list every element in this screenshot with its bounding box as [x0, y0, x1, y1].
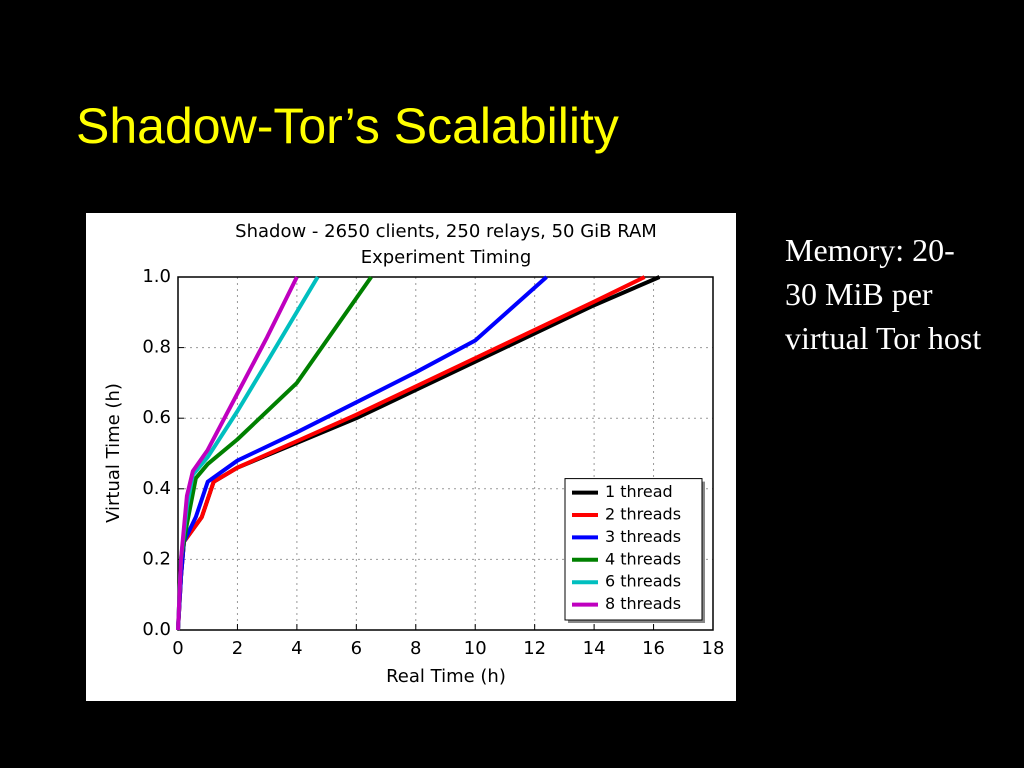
y-tick-label: 0.0 [142, 619, 171, 640]
x-tick-label: 18 [702, 638, 725, 659]
side-text: Memory: 20-30 MiB per virtual Tor host [785, 232, 982, 356]
legend-label: 3 threads [605, 527, 681, 546]
x-tick-label: 16 [642, 638, 665, 659]
chart-subtitle: Experiment Timing [361, 247, 532, 268]
y-tick-label: 0.6 [142, 407, 171, 428]
x-tick-label: 0 [172, 638, 183, 659]
x-axis-label: Real Time (h) [386, 666, 506, 687]
slide-title: Shadow-Tor’s Scalability [76, 98, 619, 154]
legend-label: 1 thread [605, 482, 673, 501]
y-tick-label: 1.0 [142, 266, 171, 287]
legend-box [564, 478, 703, 621]
series-line [176, 276, 299, 631]
x-tick-label: 10 [464, 638, 487, 659]
plot-frame [177, 276, 714, 631]
x-tick-label: 12 [523, 638, 546, 659]
legend-label: 8 threads [605, 594, 681, 613]
legend-label: 2 threads [605, 505, 681, 524]
x-tick-label: 2 [232, 638, 243, 659]
legend-label: 4 threads [605, 549, 681, 568]
legend-label: 6 threads [605, 572, 681, 591]
y-tick-label: 0.2 [142, 548, 171, 569]
y-tick-label: 0.8 [142, 337, 171, 358]
chart-title: Shadow - 2650 clients, 250 relays, 50 Gi… [235, 221, 657, 242]
x-tick-label: 6 [351, 638, 362, 659]
x-tick-label: 4 [291, 638, 302, 659]
x-tick-label: 14 [583, 638, 606, 659]
x-tick-label: 8 [410, 638, 421, 659]
y-tick-label: 0.4 [142, 478, 171, 499]
y-axis-label: Virtual Time (h) [103, 383, 124, 523]
